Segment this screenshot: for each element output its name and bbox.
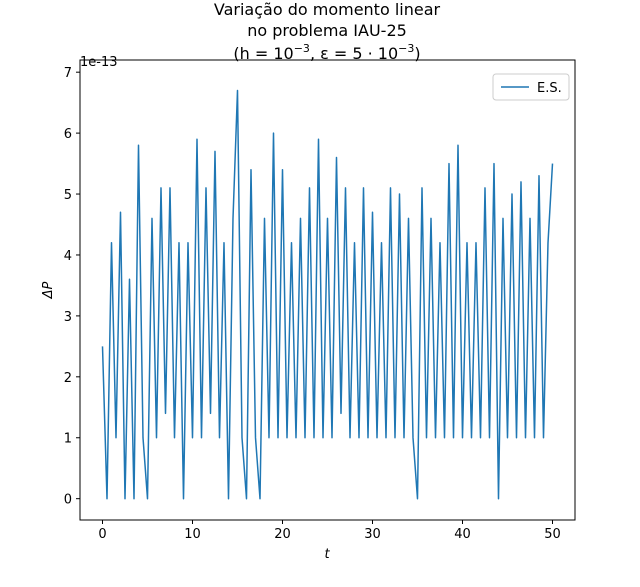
legend-label: E.S. [537,81,562,96]
title-part: −3 [398,42,414,55]
y-offset-text: 1e-13 [80,55,118,70]
x-tick-label: 10 [184,527,201,542]
x-tick-label: 30 [364,527,381,542]
x-tick-label: 0 [98,527,106,542]
title-part: (h = 10 [233,44,293,63]
y-tick-label: 7 [64,66,72,81]
y-tick-label: 3 [64,310,72,325]
x-axis-label: t [324,547,330,562]
y-tick-label: 6 [64,127,72,142]
y-tick-label: 1 [64,432,72,447]
y-tick-label: 2 [64,371,72,386]
y-tick-label: 5 [64,188,72,203]
title-part: ) [414,44,420,63]
y-tick-label: 0 [64,493,72,508]
plot-frame [79,59,576,521]
y-axis-label: ΔP [41,281,56,299]
chart-title: no problema IAU-25 [247,21,407,40]
data-line [101,89,554,500]
x-tick-label: 40 [454,527,471,542]
title-part: −3 [294,42,310,55]
chart-title: Variação do momento linear [214,0,441,19]
legend-box [492,73,570,101]
y-tick-label: 4 [64,249,72,264]
title-part: , ε = 5 · 10 [310,44,398,63]
x-tick-label: 20 [274,527,291,542]
x-tick-label: 50 [544,527,561,542]
chart-subtitle: (h = 10−3, ε = 5 · 10−3) [233,42,420,63]
